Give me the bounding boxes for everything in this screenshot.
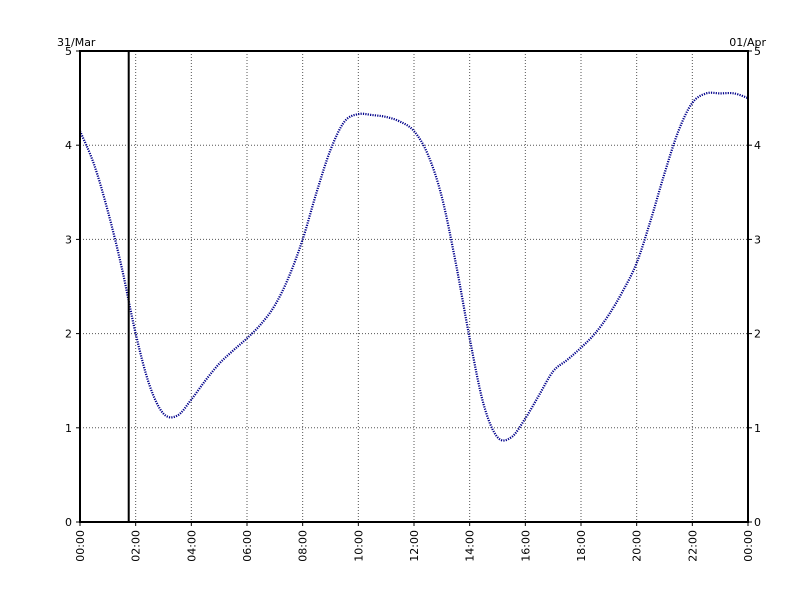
- y-tick-label-right: 1: [754, 422, 761, 435]
- y-tick-label-left: 0: [65, 516, 72, 529]
- date-label-right: 01/Apr: [729, 36, 766, 49]
- y-axis-right-ticks: 0 1 2 3 4 5: [748, 45, 761, 529]
- y-tick-label-right: 4: [754, 139, 761, 152]
- x-tick-label: 04:00: [185, 530, 198, 562]
- y-tick-label-left: 1: [65, 422, 72, 435]
- x-tick-label: 00:00: [742, 530, 755, 562]
- x-tick-label: 20:00: [631, 530, 644, 562]
- y-tick-label-left: 2: [65, 328, 72, 341]
- x-tick-label: 18:00: [575, 530, 588, 562]
- x-tick-label: 00:00: [74, 530, 87, 562]
- x-tick-label: 08:00: [297, 530, 310, 562]
- x-tick-label: 12:00: [408, 530, 421, 562]
- x-tick-label: 22:00: [686, 530, 699, 562]
- y-tick-label-right: 2: [754, 328, 761, 341]
- y-tick-label-right: 3: [754, 233, 761, 246]
- grid-lines: [80, 51, 748, 522]
- y-tick-label-left: 5: [65, 45, 72, 58]
- y-tick-label-right: 0: [754, 516, 761, 529]
- x-tick-label: 16:00: [519, 530, 532, 562]
- y-tick-label-left: 3: [65, 233, 72, 246]
- plot-frame: [79, 50, 749, 523]
- x-tick-label: 14:00: [464, 530, 477, 562]
- y-tick-label-right: 5: [754, 45, 761, 58]
- x-axis-ticks: 00:00 02:00 04:00 06:00 08:00 10:00 12:00 14:00…: [74, 522, 755, 562]
- x-tick-label: 06:00: [241, 530, 254, 562]
- x-tick-label: 10:00: [352, 530, 365, 562]
- x-tick-label: 02:00: [130, 530, 143, 562]
- y-axis-left-ticks: 0 1 2 3 4 5: [65, 45, 80, 529]
- y-tick-label-left: 4: [65, 139, 72, 152]
- date-label-left: 31/Mar: [57, 36, 96, 49]
